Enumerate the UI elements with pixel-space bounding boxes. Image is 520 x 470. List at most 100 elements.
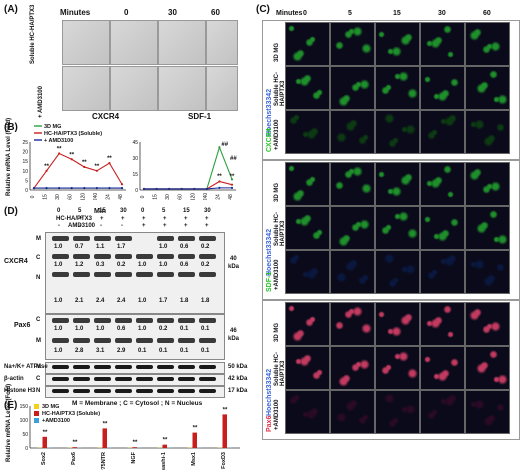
density-value: 1.0 [54, 348, 63, 354]
c-row-label: 3D MG [274, 322, 280, 342]
blot-band [157, 236, 174, 241]
loading-band [199, 389, 216, 393]
loading-box [45, 386, 225, 398]
cell [474, 259, 485, 270]
cell [303, 74, 312, 83]
cell [480, 361, 489, 370]
cell [358, 416, 367, 425]
significance-hash-1: ## [221, 142, 228, 148]
hc-value: + [100, 216, 104, 222]
cell [489, 210, 498, 219]
cell [378, 171, 385, 178]
cell [493, 96, 500, 103]
blot-band [136, 272, 153, 277]
row-m: M [36, 236, 41, 242]
fluorescence-image [330, 250, 375, 294]
data-point [218, 146, 221, 149]
blot-band [199, 272, 216, 277]
y-tick-label: 15 [132, 172, 138, 178]
row-n: N [36, 275, 41, 281]
cell [434, 176, 443, 185]
fluorescence-image [465, 22, 510, 66]
min-value: 5 [78, 208, 82, 214]
significance-hash-2: ## [230, 156, 237, 162]
density-value: 0.1 [201, 326, 210, 332]
fluorescence-image [285, 162, 330, 206]
y-tick-label: 50 [22, 432, 28, 438]
stain-label: Pax6 [266, 415, 273, 432]
cell [496, 263, 505, 272]
cell [470, 121, 477, 128]
cell [289, 396, 298, 405]
cell [487, 414, 496, 423]
loading-box [45, 374, 225, 386]
density-value: 0.1 [201, 348, 210, 354]
cell [384, 393, 395, 404]
amd-value: + [205, 223, 209, 229]
loading-box [45, 362, 225, 374]
c-row-label: 3D MG [274, 42, 280, 62]
density-value: 1.0 [138, 326, 147, 332]
loading-fraction: C [36, 376, 41, 382]
data-point [32, 186, 36, 190]
y-tick-label: 100 [20, 418, 29, 424]
density-value: 1.1 [96, 244, 105, 250]
cell [407, 368, 418, 379]
cell [450, 78, 459, 87]
data-point [230, 178, 234, 181]
panel-e-chart: 0 50 100 150 Sox2 ** Pax6 ** P75NTR ** NGF ** Musash… [20, 404, 240, 470]
density-value: 1.0 [54, 298, 63, 304]
density-value: 1.0 [138, 262, 147, 268]
cell [434, 316, 443, 325]
fraction-legend: M = Membrane ; C = Cytosol ; N = Nucleus [72, 400, 203, 407]
data-point [108, 162, 111, 165]
c-row-label: +AMD3100 [274, 119, 280, 150]
cell [440, 258, 447, 265]
micrograph-a-2 [110, 20, 158, 65]
cell [351, 83, 360, 92]
cell [487, 134, 496, 143]
cell [470, 401, 477, 408]
x-tick-label: 30 [165, 194, 171, 200]
data-point [193, 187, 196, 191]
bar [192, 432, 197, 448]
blot-band [52, 254, 69, 259]
cell [493, 236, 500, 243]
fluorescence-image [465, 390, 510, 434]
cell [359, 79, 370, 90]
cell [392, 137, 399, 144]
cell [312, 231, 321, 240]
loading-band [115, 377, 132, 381]
panel-b-right-plot: 015304501530601202402448####****MinutesH… [132, 140, 237, 200]
min-value: 5 [162, 208, 166, 214]
loading-band [178, 389, 195, 393]
cell [355, 221, 362, 228]
cell [305, 178, 314, 187]
loading-band [52, 365, 69, 369]
loading-band [73, 377, 90, 381]
fluorescence-image [465, 162, 510, 206]
cell [480, 81, 489, 90]
category-label: Musashi-1 [161, 452, 167, 470]
loading-band [94, 389, 111, 393]
cell [302, 131, 309, 138]
data-point [108, 186, 111, 190]
blot-band [199, 254, 216, 259]
cell [387, 328, 394, 335]
loading-band [94, 377, 111, 381]
cell [305, 318, 314, 327]
cell [312, 91, 321, 100]
density-value: 1.0 [96, 326, 105, 332]
fluorescence-image [330, 22, 375, 66]
cell [474, 119, 485, 130]
bar [222, 414, 227, 448]
min-value: 30 [120, 208, 127, 214]
min-label: Min [94, 208, 107, 215]
y-tick-label: 150 [20, 404, 29, 410]
min-value: 15 [183, 208, 190, 214]
micrograph-a-7 [206, 20, 238, 65]
pax6-blot-box [45, 314, 225, 360]
cell [401, 266, 408, 273]
legend-swatch [34, 411, 39, 416]
fluorescence-image [375, 250, 420, 294]
